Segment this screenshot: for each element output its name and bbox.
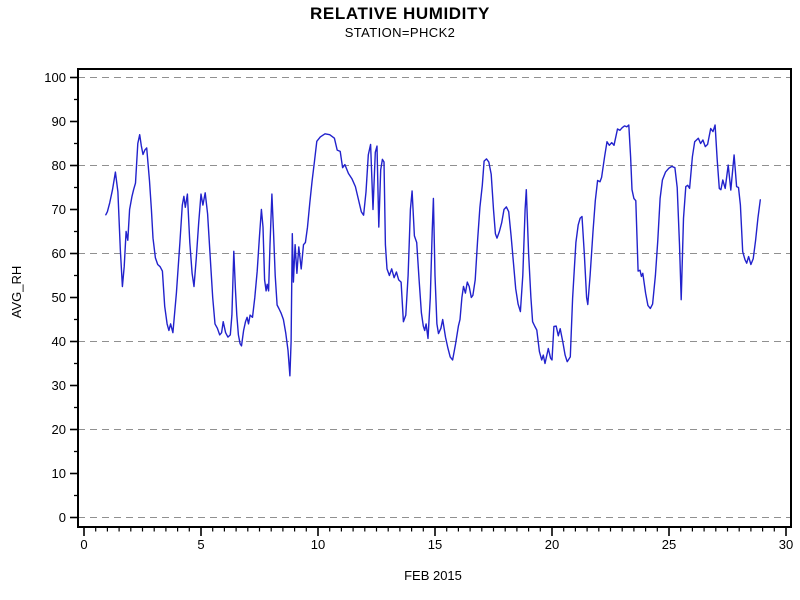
y-axis-tick-labels: 0 10 20 30 40 50 60 70 80 90 100 (44, 70, 66, 525)
y-tick-label: 50 (52, 290, 66, 305)
x-tick-label: 30 (779, 537, 793, 552)
y-tick-label: 100 (44, 70, 66, 85)
chart-title: RELATIVE HUMIDITY (310, 4, 490, 23)
chart-subtitle: STATION=PHCK2 (345, 25, 456, 40)
y-tick-label: 60 (52, 246, 66, 261)
plot-frame (77, 68, 792, 528)
x-tick-label: 25 (662, 537, 676, 552)
y-gridlines-dashed (78, 77, 791, 518)
x-tick-label: 10 (311, 537, 325, 552)
y-tick-label: 20 (52, 422, 66, 437)
y-axis-label: AVG_RH (9, 266, 24, 319)
y-tick-label: 70 (52, 202, 66, 217)
y-axis-ticks (70, 76, 78, 519)
y-tick-label: 10 (52, 466, 66, 481)
x-tick-label: 20 (545, 537, 559, 552)
y-tick-label: 80 (52, 158, 66, 173)
x-axis-tick-labels: 0 5 10 15 20 25 30 (80, 537, 793, 552)
avg-rh-series-line (105, 124, 761, 377)
x-tick-label: 0 (80, 537, 87, 552)
y-tick-label: 40 (52, 334, 66, 349)
y-tick-label: 0 (59, 510, 66, 525)
y-tick-label: 90 (52, 114, 66, 129)
x-tick-label: 15 (428, 537, 442, 552)
x-tick-label: 5 (197, 537, 204, 552)
x-axis-ticks (83, 527, 787, 536)
y-tick-label: 30 (52, 378, 66, 393)
x-axis-label: FEB 2015 (404, 568, 462, 583)
